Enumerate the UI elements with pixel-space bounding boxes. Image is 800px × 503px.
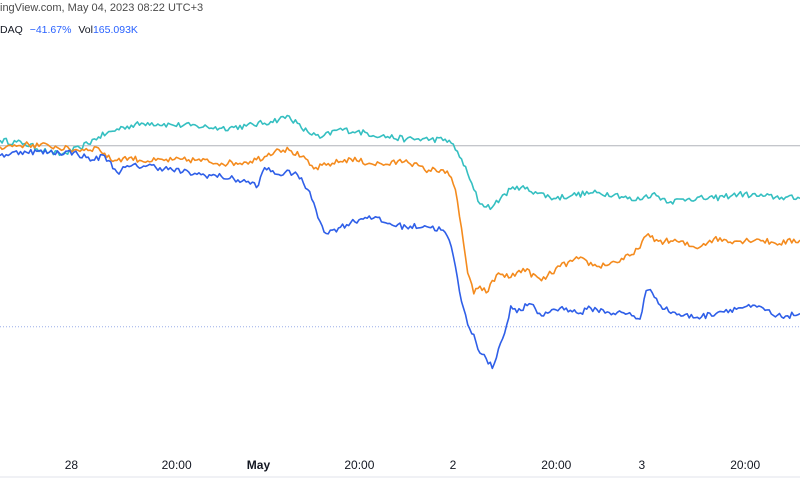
time-axis-tick-label: 20:00 [730, 458, 760, 472]
legend-volume-value: 165.093K [92, 24, 138, 36]
series-line-series_blue[interactable] [0, 148, 800, 370]
legend-symbol[interactable]: DAQ [0, 24, 23, 36]
series-line-series_teal[interactable] [0, 114, 800, 211]
reference-lines [0, 145, 800, 328]
legend-volume-label: Vol [78, 24, 93, 36]
time-axis: 28 20:00 May 20:00 2 20:00 3 20:00 [65, 458, 761, 472]
time-axis-tick-label: May [247, 458, 271, 472]
time-axis-tick-label: 2 [450, 458, 457, 472]
series-line-series_orange[interactable] [0, 141, 800, 295]
time-axis-tick-label: 3 [639, 458, 646, 472]
legend-change: −41.67% [29, 24, 72, 36]
chart-source-header: ingView.com, May 04, 2023 08:22 UTC+3 [0, 2, 204, 14]
time-axis-tick-label: 20:00 [162, 458, 192, 472]
time-axis-tick-label: 20:00 [541, 458, 571, 472]
series-lines [0, 114, 800, 370]
time-axis-tick-label: 28 [65, 458, 79, 472]
legend-bar: DAQ −41.67% Vol165.093K [0, 24, 138, 36]
time-axis-tick-label: 20:00 [344, 458, 374, 472]
